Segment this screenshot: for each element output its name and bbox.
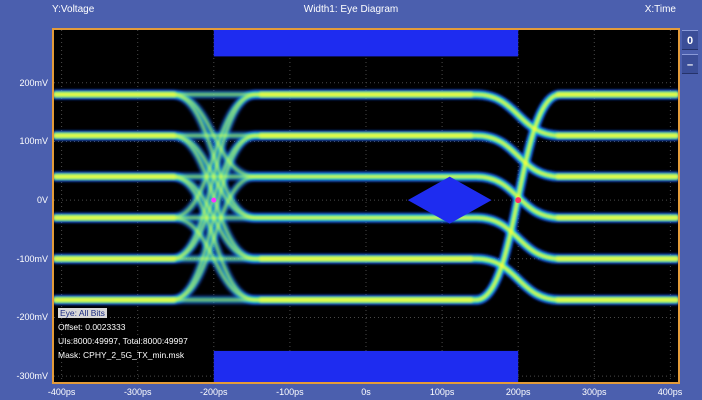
level-band-r-4: [556, 255, 678, 262]
x-tick-label-8: 400ps: [657, 387, 683, 397]
uis-readout: UIs:8000:49997, Total:8000:49997: [58, 336, 188, 346]
minus-icon: –: [686, 59, 694, 71]
level-band-1: [259, 132, 473, 139]
chart-title: Width1: Eye Diagram: [303, 4, 399, 15]
mask-bottom-bar: [213, 350, 519, 382]
crossing-markers: [211, 197, 522, 204]
trace-0-11: [54, 90, 678, 223]
y-tick-label-1: 100mV: [19, 136, 48, 147]
x-axis-label: X:Time: [644, 4, 676, 15]
mask-regions: [213, 30, 519, 382]
trace-1-12: [54, 256, 678, 303]
level-band-l-0: [54, 91, 176, 98]
trace-2-10: [54, 93, 678, 301]
trace-1-10: [54, 92, 678, 303]
level-band-5: [259, 296, 473, 303]
mask-readout: Mask: CPHY_2_5G_TX_min.msk: [58, 350, 185, 360]
y-tick-label-4: -200mV: [16, 312, 48, 323]
x-tick-label-7: 300ps: [582, 387, 607, 397]
trace-2-9: [54, 216, 678, 260]
trace-2-13: [54, 93, 678, 260]
y-tick-label-5: -300mV: [16, 371, 48, 382]
level-band-l-3: [54, 214, 176, 221]
trace-0-12: [54, 254, 678, 305]
level-band-r-5: [556, 296, 678, 303]
mask-center-diamond: [407, 176, 492, 224]
trace-2-8: [54, 93, 678, 301]
trace-0-8: [54, 90, 678, 305]
eye-traces: [54, 90, 678, 305]
x-tick-label-2: -200ps: [200, 387, 228, 397]
eye-plot-area[interactable]: [52, 28, 680, 384]
trace-1-8: [54, 92, 678, 303]
level-band-l-1: [54, 132, 176, 139]
trace-2-0: [54, 93, 678, 137]
trace-1-0: [54, 92, 678, 139]
level-band-r-0: [556, 91, 678, 98]
level-band-r-1: [556, 132, 678, 139]
x-tick-label-6: 200ps: [505, 387, 531, 397]
level-band-l-5: [54, 296, 176, 303]
trace-1-1: [54, 92, 678, 221]
trace-2-11: [54, 93, 678, 219]
minus-button[interactable]: –: [682, 54, 698, 74]
y-axis-label: Y:Voltage: [52, 4, 95, 15]
y-tick-label-0: 200mV: [19, 77, 48, 88]
trace-2-12: [54, 257, 678, 301]
eye-diagram-svg: [54, 30, 678, 382]
trace-0-10: [54, 90, 678, 305]
level-band-r-3: [556, 214, 678, 221]
level-band-r-2: [556, 173, 678, 180]
trace-2-1: [54, 93, 678, 219]
trace-2-16: [54, 134, 678, 301]
trace-2-17: [54, 175, 678, 301]
x-tick-label-5: 100ps: [429, 387, 455, 397]
x-tick-label-4: 0s: [361, 387, 371, 397]
trace-0-1: [54, 90, 678, 223]
side-toolbar: 0 –: [682, 30, 698, 78]
level-band-0: [259, 91, 473, 98]
eye-mode-label[interactable]: Eye: All Bits: [58, 308, 107, 318]
x-tick-label-1: -300ps: [123, 387, 152, 397]
measurement-info: Eye: All Bits Offset: 0.0023333 UIs:8000…: [58, 306, 188, 362]
mask-top-bar: [213, 30, 519, 57]
trace-2-15: [54, 93, 678, 301]
level-band-4: [259, 255, 473, 262]
y-tick-label-2: 0V: [36, 195, 48, 206]
y-tick-label-3: -100mV: [16, 253, 48, 264]
x-tick-label-3: -100ps: [276, 387, 304, 397]
trace-1-15: [54, 92, 678, 303]
offset-readout: Offset: 0.0023333: [58, 322, 126, 332]
zero-icon: 0: [686, 35, 694, 47]
trace-1-11: [54, 92, 678, 221]
x-tick-label-0: -400ps: [47, 387, 76, 397]
trace-0-0: [54, 90, 678, 141]
level-band-l-4: [54, 255, 176, 262]
trace-0-15: [54, 90, 678, 305]
crossing-marker-left: [211, 197, 217, 203]
level-band-l-2: [54, 173, 176, 180]
crossing-marker-right: [515, 197, 522, 204]
zero-button[interactable]: 0: [682, 30, 698, 50]
